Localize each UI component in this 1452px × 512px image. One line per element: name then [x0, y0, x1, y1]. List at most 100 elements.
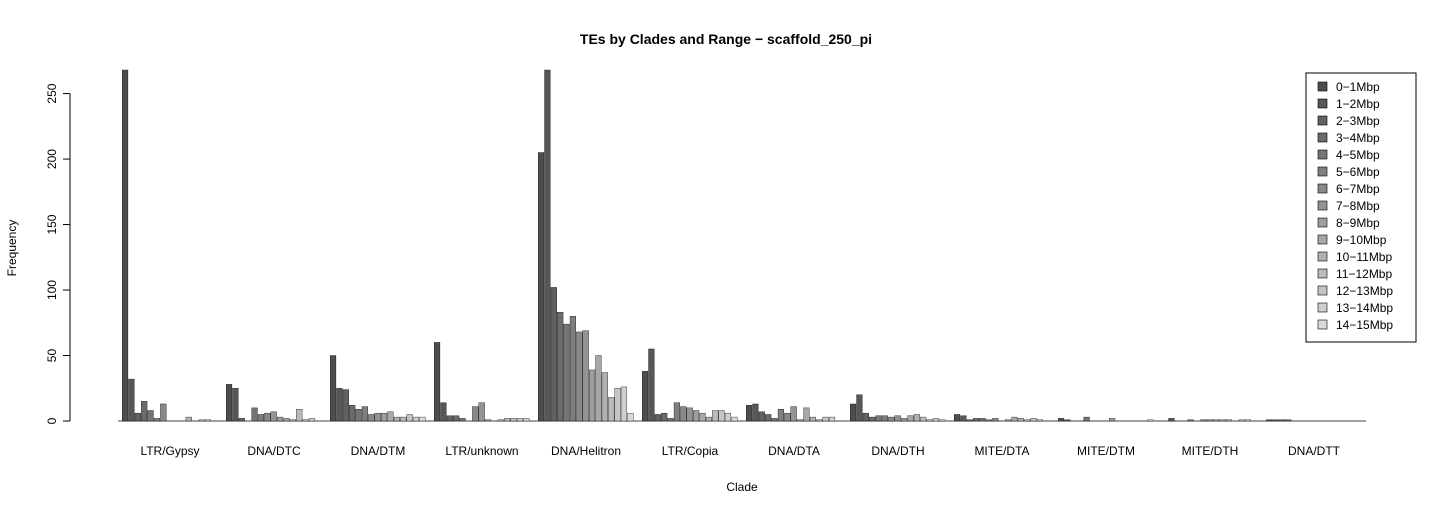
- bar: [485, 419, 492, 422]
- legend-label: 5−6Mbp: [1336, 165, 1380, 179]
- bar: [302, 419, 309, 422]
- legend-swatch: [1317, 251, 1328, 262]
- bar: [932, 418, 940, 422]
- bar: [693, 410, 700, 422]
- bar: [641, 371, 649, 422]
- x-tick-labels: LTR/Gypsy DNA/DTC DNA/DTM LTR/unknown DNA/He…: [140, 444, 1340, 458]
- legend-swatch: [1317, 319, 1328, 330]
- bar: [329, 355, 337, 422]
- bar: [654, 414, 661, 422]
- bar: [563, 323, 570, 422]
- bar: [816, 419, 823, 422]
- bar: [1219, 419, 1226, 422]
- bar: [544, 69, 551, 422]
- bar: [251, 407, 258, 422]
- bar: [128, 378, 135, 422]
- bar: [478, 402, 485, 422]
- bar: [724, 412, 732, 422]
- bar: [1200, 419, 1207, 422]
- bar: [1064, 419, 1071, 422]
- bar: [913, 414, 920, 422]
- bar: [992, 418, 999, 422]
- bar: [1225, 419, 1232, 422]
- bar: [809, 416, 816, 422]
- bar: [856, 394, 863, 422]
- bar: [283, 418, 290, 422]
- bar: [960, 415, 967, 422]
- y-axis-label: Frequency: [5, 220, 19, 277]
- bar: [308, 418, 316, 422]
- bar: [368, 414, 375, 422]
- bar: [627, 412, 634, 422]
- legend-label: 11−12Mbp: [1336, 267, 1392, 281]
- bar: [472, 406, 479, 422]
- bar: [862, 412, 869, 422]
- legend-label: 8−9Mbp: [1336, 216, 1380, 230]
- bar: [712, 410, 719, 422]
- bar: [257, 414, 265, 422]
- y-tick-label: 0: [45, 417, 59, 424]
- x-tick-label: DNA/DTA: [768, 444, 820, 458]
- legend-label: 9−10Mbp: [1336, 233, 1387, 247]
- bar: [225, 384, 233, 422]
- bar: [894, 415, 901, 422]
- bar: [1011, 416, 1018, 422]
- legend-swatch: [1317, 81, 1328, 92]
- bar: [926, 419, 933, 422]
- legend-label: 1−2Mbp: [1336, 97, 1380, 111]
- bar: [686, 407, 693, 422]
- bar: [822, 416, 829, 422]
- bar: [264, 412, 271, 422]
- bar: [523, 418, 530, 422]
- bar: [289, 419, 296, 422]
- legend-swatch: [1317, 166, 1328, 177]
- bars: [118, 69, 1366, 422]
- bar: [185, 416, 192, 422]
- bar: [661, 412, 668, 422]
- bar: [777, 409, 785, 422]
- x-tick-label: LTR/unknown: [445, 444, 518, 458]
- bar: [589, 369, 596, 422]
- bar: [270, 411, 277, 422]
- bar: [160, 403, 167, 422]
- bar: [667, 418, 674, 422]
- bar: [1168, 418, 1175, 422]
- bar: [699, 412, 706, 422]
- y-tick-label: 200: [45, 149, 59, 169]
- bar: [576, 331, 583, 422]
- x-tick-label: MITE/DTH: [1182, 444, 1239, 458]
- bar: [920, 416, 927, 422]
- bar: [153, 418, 161, 422]
- legend-swatch: [1317, 183, 1328, 194]
- x-tick-label: DNA/Helitron: [551, 444, 621, 458]
- bar: [1036, 419, 1044, 422]
- bar: [1024, 419, 1031, 422]
- bar: [1005, 419, 1012, 422]
- legend-label: 6−7Mbp: [1336, 182, 1380, 196]
- bar: [134, 412, 141, 422]
- legend-swatch: [1317, 98, 1328, 109]
- bar: [232, 388, 239, 422]
- bar: [758, 411, 765, 422]
- bar: [504, 418, 511, 422]
- bar: [888, 416, 895, 422]
- legend-label: 2−3Mbp: [1336, 114, 1380, 128]
- bar: [953, 414, 961, 422]
- bar: [869, 416, 876, 422]
- bar: [198, 419, 205, 422]
- x-axis-label: Clade: [726, 480, 758, 494]
- bar: [680, 406, 687, 422]
- bar: [557, 312, 564, 422]
- bar: [440, 402, 447, 422]
- bar: [601, 372, 608, 422]
- x-tick-label: DNA/DTT: [1288, 444, 1341, 458]
- x-tick-label: LTR/Copia: [662, 444, 719, 458]
- bar: [582, 330, 589, 422]
- bar: [1272, 419, 1279, 422]
- bar: [147, 410, 154, 422]
- bar: [1147, 419, 1154, 422]
- legend-swatch: [1317, 302, 1328, 313]
- bar: [765, 414, 772, 422]
- legend-label: 0−1Mbp: [1336, 80, 1380, 94]
- y-tick-label: 100: [45, 280, 59, 300]
